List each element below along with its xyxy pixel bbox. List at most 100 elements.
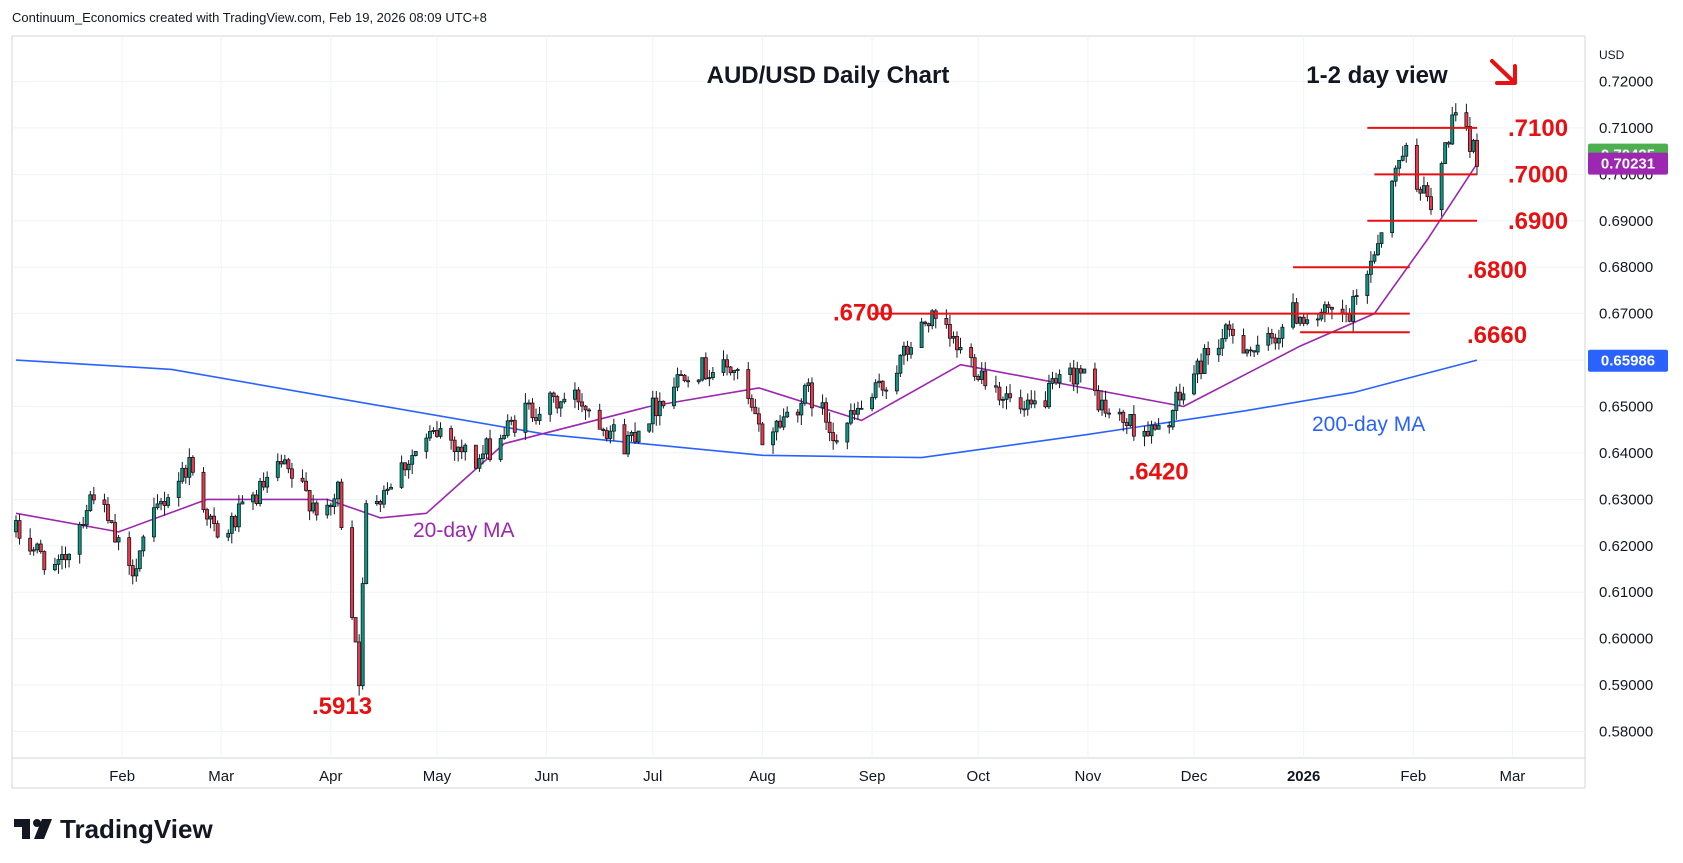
- candle: [834, 434, 839, 445]
- candle: [523, 393, 528, 440]
- candle: [884, 387, 889, 399]
- candle: [236, 495, 241, 533]
- candle: [1018, 389, 1023, 414]
- candle: [696, 379, 701, 385]
- candle: [52, 557, 57, 572]
- y-tick-label: 0.62000: [1599, 538, 1653, 555]
- y-tick-label: 0.69000: [1599, 213, 1653, 230]
- price-badge: 0.70231: [1588, 152, 1668, 175]
- candle: [1223, 322, 1228, 342]
- candle: [1425, 182, 1430, 202]
- candle: [608, 425, 613, 444]
- time-axis[interactable]: Feb Mar Apr May Jun Jul Aug Sep Oct Nov Dec 2026 Feb…: [109, 768, 1525, 785]
- candle: [997, 381, 1002, 406]
- candle: [205, 507, 209, 526]
- y-tick-label: 0.68000: [1599, 259, 1653, 276]
- candle: [622, 418, 627, 455]
- candle: [537, 406, 542, 425]
- candle: [512, 415, 517, 437]
- candle: [1269, 328, 1274, 345]
- candle: [795, 409, 800, 423]
- candle: [1446, 140, 1451, 148]
- tradingview-logo[interactable]: TradingView: [14, 814, 213, 844]
- candle: [56, 554, 61, 574]
- candle: [636, 430, 641, 444]
- candle: [944, 309, 949, 329]
- candle: [898, 354, 903, 378]
- y-tick-label: 0.60000: [1599, 631, 1653, 648]
- candle: [28, 528, 33, 556]
- candle: [785, 406, 790, 419]
- candle: [562, 392, 567, 404]
- level-label: .7100: [1508, 115, 1568, 142]
- candle: [1471, 138, 1476, 154]
- candle: [335, 480, 340, 507]
- candle: [735, 367, 740, 380]
- y-tick-label: 0.72000: [1599, 74, 1653, 91]
- candle: [650, 390, 655, 433]
- candle: [403, 462, 408, 477]
- candle: [14, 515, 18, 538]
- candle: [1078, 364, 1083, 383]
- candle: [431, 427, 436, 435]
- candle: [848, 403, 853, 426]
- x-tick-label: Mar: [208, 768, 234, 785]
- candle: [1001, 396, 1005, 409]
- candle: [357, 634, 362, 696]
- candle: [1241, 328, 1246, 354]
- candle: [877, 373, 882, 388]
- candle: [1390, 179, 1395, 238]
- candle: [1153, 421, 1158, 431]
- candle: [979, 362, 984, 385]
- candle: [1022, 400, 1027, 417]
- candle: [1422, 176, 1426, 194]
- candle: [176, 472, 181, 507]
- candle: [604, 427, 609, 442]
- candle: [187, 448, 192, 486]
- candle: [993, 375, 998, 393]
- price-axis[interactable]: 0.720000.710000.700000.690000.680000.670…: [1599, 74, 1653, 741]
- candle: [781, 408, 786, 431]
- candle: [311, 494, 316, 514]
- candle: [707, 369, 712, 387]
- candle: [1093, 362, 1097, 396]
- candle: [91, 486, 96, 505]
- candle: [1220, 328, 1225, 356]
- candle: [1075, 361, 1080, 394]
- candle: [551, 391, 556, 403]
- candle: [88, 490, 93, 512]
- x-tick-label: Sep: [859, 768, 886, 785]
- x-tick-label: 2026: [1287, 768, 1320, 785]
- candle: [389, 483, 393, 490]
- candle: [67, 553, 71, 568]
- candle: [463, 443, 468, 461]
- candle: [1029, 390, 1034, 409]
- candle: [127, 531, 132, 575]
- candle: [435, 421, 439, 439]
- candle: [183, 464, 188, 484]
- candle: [141, 534, 146, 557]
- candle: [1227, 320, 1232, 337]
- candle: [1404, 142, 1409, 163]
- candle: [84, 504, 89, 529]
- x-tick-label: Apr: [319, 768, 342, 785]
- candle: [456, 446, 461, 462]
- y-tick-label: 0.59000: [1599, 677, 1653, 694]
- candle: [155, 494, 160, 510]
- candle: [657, 392, 662, 426]
- candle: [1467, 117, 1472, 159]
- candle: [972, 354, 977, 381]
- candle: [1128, 414, 1133, 428]
- candle: [725, 354, 729, 376]
- candle: [215, 520, 220, 539]
- candle: [703, 352, 708, 381]
- candle: [555, 394, 560, 414]
- candle: [1298, 316, 1303, 327]
- candle: [350, 520, 354, 620]
- candle: [81, 516, 86, 529]
- candle: [626, 431, 630, 458]
- level-label: .7000: [1508, 161, 1568, 188]
- candle: [1096, 385, 1101, 413]
- candle: [406, 460, 411, 479]
